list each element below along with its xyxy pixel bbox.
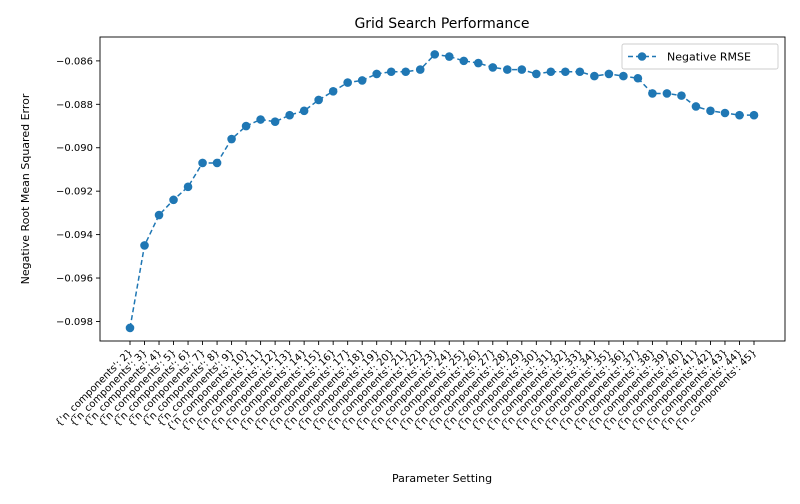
y-tick-label: −0.086 xyxy=(56,56,93,67)
x-axis-label: Parameter Setting xyxy=(392,472,492,485)
y-tick-label: −0.092 xyxy=(56,187,93,198)
y-tick-label: −0.090 xyxy=(56,143,93,154)
data-point xyxy=(488,63,498,72)
data-point xyxy=(401,67,411,77)
data-point xyxy=(604,69,614,79)
legend-marker xyxy=(637,52,647,61)
data-point xyxy=(386,67,396,77)
y-tick-label: −0.088 xyxy=(56,100,93,111)
data-point xyxy=(357,76,367,85)
data-point xyxy=(270,117,280,126)
chart-title: Grid Search Performance xyxy=(354,16,529,32)
data-point xyxy=(285,110,294,120)
data-point xyxy=(125,323,135,333)
data-point xyxy=(183,182,193,192)
data-point xyxy=(590,71,599,81)
data-point xyxy=(735,110,744,120)
legend: Negative RMSE xyxy=(621,43,779,70)
data-point xyxy=(691,102,701,111)
data-point xyxy=(706,106,715,116)
y-tick-label: −0.094 xyxy=(56,230,93,241)
data-point xyxy=(503,65,512,74)
data-point xyxy=(720,108,730,118)
plot-frame xyxy=(99,36,786,342)
x-axis-ticks: {'n_components': 2}{'n_components': 3}{'… xyxy=(54,341,759,433)
data-point xyxy=(314,95,323,105)
data-point xyxy=(648,89,657,98)
data-point xyxy=(430,50,440,59)
data-point xyxy=(256,115,265,124)
data-point xyxy=(473,58,483,68)
data-point xyxy=(619,71,628,81)
data-point xyxy=(546,67,556,77)
series-line-group xyxy=(125,50,759,333)
data-point xyxy=(343,78,352,87)
data-point xyxy=(532,69,541,79)
data-point xyxy=(444,52,454,61)
data-point xyxy=(227,134,236,144)
data-point xyxy=(575,67,585,77)
data-point xyxy=(140,241,149,250)
y-axis-ticks: −0.098 −0.096 −0.094 −0.092 −0.090 −0.088 −0.0… xyxy=(56,56,100,328)
y-axis-label: Negative Root Mean Squared Error xyxy=(19,93,32,284)
data-point xyxy=(415,65,425,74)
data-point xyxy=(198,158,207,168)
data-point xyxy=(662,89,672,98)
legend-label: Negative RMSE xyxy=(667,51,751,64)
data-point xyxy=(459,56,469,66)
data-point xyxy=(328,86,338,96)
data-point xyxy=(517,65,527,74)
data-point xyxy=(677,91,686,100)
y-tick-label: −0.098 xyxy=(56,317,93,328)
data-point xyxy=(749,110,759,120)
data-point xyxy=(241,121,251,131)
data-point xyxy=(154,210,164,220)
legend-box xyxy=(621,43,779,70)
data-point xyxy=(299,106,309,116)
data-point xyxy=(169,195,178,205)
data-point xyxy=(212,158,222,168)
data-point xyxy=(633,73,643,83)
y-tick-label: −0.096 xyxy=(56,274,93,285)
data-point xyxy=(561,67,570,77)
data-point xyxy=(372,69,381,79)
